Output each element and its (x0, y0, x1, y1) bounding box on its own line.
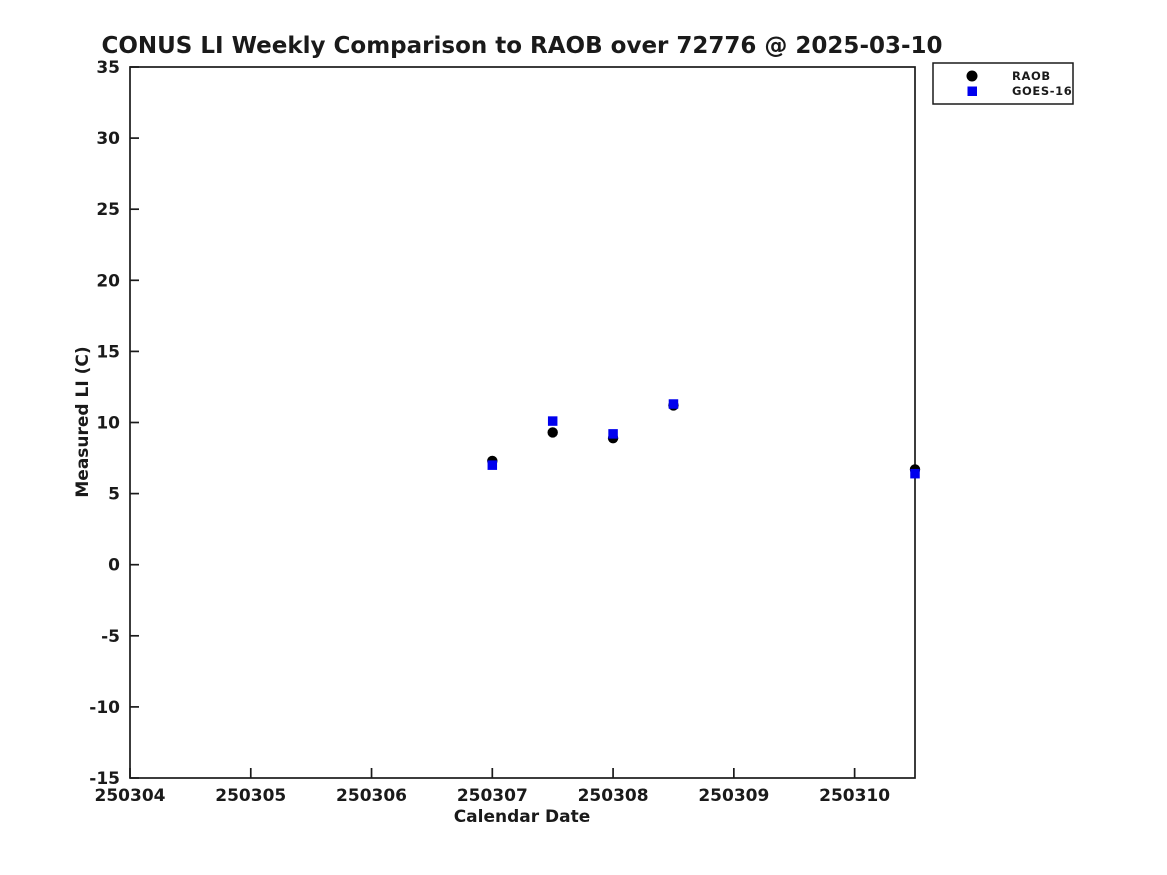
y-axis-label: Measured LI (C) (73, 346, 93, 497)
x-axis-ticks: 250304 250305 250306 250307 250308 250309 2503… (95, 768, 890, 806)
x-axis-label: Calendar Date (454, 807, 591, 827)
legend-box (932, 62, 1074, 105)
legend: RAOB GOES-16 (932, 62, 1074, 105)
legend-goes16-marker-icon (967, 86, 977, 96)
chart-title: CONUS LI Weekly Comparison to RAOB over … (101, 33, 942, 59)
goes16-point-marker (487, 460, 498, 470)
y-tick-label: -15 (89, 769, 120, 789)
y-axis-ticks: -15 -10 -5 0 5 10 15 20 25 30 35 (89, 58, 139, 789)
y-tick-label: -10 (89, 698, 120, 718)
y-tick-label: 25 (96, 200, 120, 220)
x-tick-label: 250309 (698, 786, 769, 806)
y-tick-label: 30 (96, 129, 120, 149)
legend-raob-marker-icon (966, 70, 978, 82)
x-tick-label: 250304 (95, 786, 166, 806)
y-tick-label: 10 (96, 414, 120, 434)
goes16-point-marker (547, 416, 558, 426)
data-points (487, 399, 921, 479)
x-tick-label: 250308 (578, 786, 649, 806)
goes16-point-marker (608, 429, 618, 439)
goes16-point-marker (668, 399, 679, 409)
plot-area-border (129, 66, 916, 779)
x-tick-label: 250306 (336, 786, 407, 806)
y-tick-label: 0 (108, 556, 120, 576)
x-tick-label: 250310 (819, 786, 890, 806)
raob-point-marker (547, 427, 558, 438)
y-tick-label: -5 (101, 627, 120, 647)
y-tick-label: 35 (96, 58, 120, 78)
y-tick-label: 20 (96, 271, 120, 291)
y-tick-label: 15 (96, 342, 120, 362)
legend-goes16-label: GOES-16 (1012, 84, 1072, 98)
x-tick-label: 250307 (457, 786, 528, 806)
y-tick-label: 5 (108, 485, 120, 505)
x-tick-label: 250305 (215, 786, 286, 806)
goes16-point-marker (910, 468, 920, 479)
legend-raob-label: RAOB (1012, 69, 1051, 83)
